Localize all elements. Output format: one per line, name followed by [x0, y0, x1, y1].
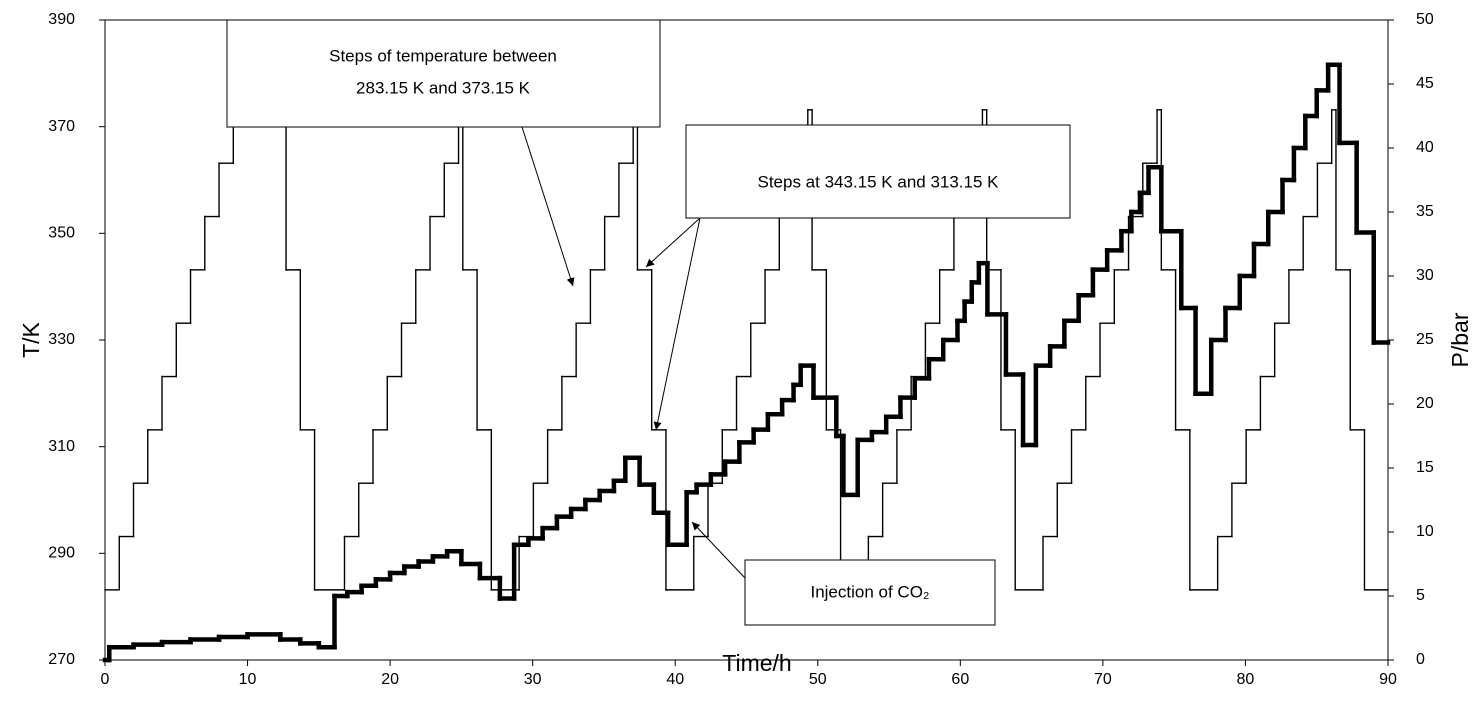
x-tick-label: 50 [809, 671, 827, 688]
x-tick-label: 70 [1094, 671, 1112, 688]
y2-tick-label: 45 [1416, 75, 1434, 92]
y2-tick-label: 30 [1416, 267, 1434, 284]
y2-tick-label: 40 [1416, 139, 1434, 156]
x-tick-label: 20 [381, 671, 399, 688]
y-tick-label: 270 [48, 651, 75, 668]
y-tick-label: 290 [48, 545, 75, 562]
y2-tick-label: 10 [1416, 523, 1434, 540]
y2-tick-label: 15 [1416, 459, 1434, 476]
y2-tick-label: 25 [1416, 331, 1434, 348]
arrow [645, 217, 701, 268]
annotation: Steps at 343.15 K and 313.15 K [645, 124, 1071, 431]
annotation-box [226, 19, 661, 128]
y-tick-label: 330 [48, 331, 75, 348]
y-tick-label: 370 [48, 118, 75, 135]
y-tick-label: 350 [48, 225, 75, 242]
y2-tick-label: 20 [1416, 395, 1434, 412]
plot-area [102, 62, 1391, 663]
y2-tick-label: 0 [1416, 651, 1425, 668]
y-axis-label: T/K [18, 321, 44, 357]
x-axis-label: Time/h [722, 650, 791, 676]
annotation-text: 283.15 K and 373.15 K [356, 78, 531, 97]
annotation: Injection of CO₂ [691, 521, 996, 626]
y-tick-label: 390 [48, 11, 75, 28]
arrow [653, 217, 701, 431]
annotation-text: Steps of temperature between [329, 46, 557, 65]
arrow [691, 521, 746, 579]
y2-axis-label: P/bar [1447, 312, 1473, 367]
x-tick-label: 40 [666, 671, 684, 688]
annotation-box [744, 559, 996, 626]
annotation-text: Injection of CO₂ [810, 582, 929, 601]
x-tick-label: 90 [1379, 671, 1397, 688]
x-tick-label: 80 [1237, 671, 1255, 688]
x-tick-label: 30 [524, 671, 542, 688]
annotation: Steps of temperature between 283.15 K an… [226, 19, 661, 287]
arrow [521, 126, 575, 287]
x-tick-label: 60 [951, 671, 969, 688]
y2-tick-label: 5 [1416, 587, 1425, 604]
x-tick-label: 10 [239, 671, 257, 688]
y-tick-label: 310 [48, 438, 75, 455]
annotation-box [685, 124, 1071, 219]
y2-tick-label: 50 [1416, 11, 1434, 28]
y2-tick-label: 35 [1416, 203, 1434, 220]
x-tick-label: 0 [101, 671, 110, 688]
annotation-text: Steps at 343.15 K and 313.15 K [757, 172, 999, 191]
